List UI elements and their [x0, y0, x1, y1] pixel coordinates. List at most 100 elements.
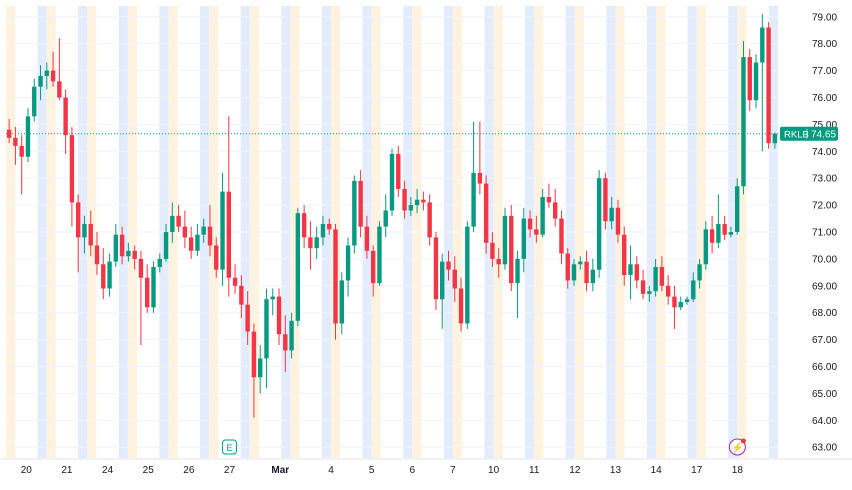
- candle-body: [496, 258, 501, 265]
- candle-body: [527, 218, 533, 230]
- candle-body: [427, 202, 432, 238]
- candle-body: [665, 285, 671, 297]
- candle-body: [151, 266, 156, 308]
- candle-body: [214, 245, 219, 270]
- candle-body: [452, 269, 457, 289]
- candle-body: [596, 178, 602, 270]
- candle-body: [182, 226, 188, 238]
- candle-body: [622, 234, 627, 276]
- time-tick-label: 27: [224, 465, 236, 476]
- candle-body: [320, 223, 326, 238]
- time-tick-label: 10: [488, 465, 500, 476]
- candle-body: [609, 207, 614, 222]
- candle-body: [101, 264, 106, 289]
- candle-body: [615, 207, 621, 235]
- candle-body: [201, 226, 206, 235]
- time-tick-label: 14: [651, 465, 663, 476]
- price-tick-label: 78.00: [812, 39, 837, 50]
- candle-body: [421, 199, 426, 203]
- price-tick-label: 69.00: [812, 281, 837, 292]
- candle-body: [408, 205, 414, 211]
- candle-body: [590, 269, 596, 284]
- candle-body: [257, 358, 263, 378]
- candle-body: [559, 218, 564, 254]
- candle-body: [195, 234, 200, 251]
- candle-body: [6, 129, 12, 138]
- candle-body: [458, 288, 464, 324]
- candle-body: [741, 57, 746, 187]
- time-tick-label: 4: [328, 465, 334, 476]
- candle-body: [760, 27, 765, 63]
- candle-body: [634, 264, 639, 281]
- price-tick-label: 71.00: [812, 228, 837, 239]
- price-tick-label: 75.00: [812, 120, 837, 131]
- candle-body: [772, 133, 778, 144]
- candle-body: [647, 291, 652, 294]
- candle-body: [483, 183, 489, 243]
- candle-body: [295, 213, 301, 321]
- candle-body: [678, 301, 683, 308]
- candle-body: [69, 135, 75, 203]
- price-tick-label: 63.00: [812, 443, 837, 454]
- candle-body: [207, 226, 213, 246]
- time-tick-label: 12: [569, 465, 581, 476]
- time-axis[interactable]: 20 21 24 25 26 27 Mar 4 5 6 7 10 11 12 13 14 17 18: [0, 458, 852, 476]
- candle-body: [691, 280, 696, 300]
- candle-body: [477, 172, 483, 184]
- candle-body: [239, 285, 244, 305]
- time-tick-label: 6: [410, 465, 416, 476]
- candle-body: [57, 81, 62, 98]
- candle-body: [672, 296, 677, 308]
- candle-body: [308, 237, 313, 249]
- candle-body: [728, 232, 734, 235]
- candle-body: [245, 304, 250, 332]
- candle-body: [75, 202, 81, 238]
- event-badge: [728, 438, 746, 456]
- candle-body: [383, 210, 388, 227]
- earnings-badge-label: E: [226, 443, 232, 453]
- price-tick-label: 73.00: [812, 174, 837, 185]
- candle-body: [44, 70, 49, 76]
- candle-body: [270, 296, 275, 300]
- candle-body: [377, 226, 382, 284]
- candle-body: [402, 188, 407, 211]
- time-tick-label: 5: [369, 465, 375, 476]
- price-axis[interactable]: 63.00 64.00 65.00 66.00 67.00 68.00 69.00 70.00…: [812, 12, 837, 453]
- candle-body: [176, 215, 181, 227]
- candle-body: [352, 180, 357, 246]
- candle-body: [138, 258, 144, 278]
- candle-body: [163, 232, 169, 259]
- candle-body: [113, 234, 119, 262]
- candle-body: [301, 213, 307, 238]
- candle-body: [251, 331, 257, 378]
- last-price-label: RKLB 74.65: [780, 126, 838, 141]
- candle-body: [170, 215, 175, 232]
- price-tick-label: 66.00: [812, 362, 837, 373]
- price-tick-label: 77.00: [812, 66, 837, 77]
- price-tick-label: 65.00: [812, 389, 837, 400]
- candle-body: [283, 334, 288, 351]
- time-tick-label: 26: [183, 465, 195, 476]
- candle-body: [132, 250, 137, 259]
- candle-body: [345, 245, 351, 281]
- candle-body: [697, 264, 702, 281]
- last-price-tag: [780, 126, 838, 141]
- event-markers: E ⚡: [221, 438, 746, 456]
- last-price-value: 74.65: [811, 129, 836, 140]
- candle-body: [565, 253, 570, 281]
- candle-body: [446, 261, 451, 270]
- candle-body: [145, 277, 150, 308]
- candle-body: [571, 264, 577, 281]
- earnings-badge: [221, 439, 237, 455]
- candle-body: [521, 218, 527, 259]
- candle-body: [440, 261, 445, 300]
- candle-body: [32, 86, 37, 117]
- candle-body: [157, 258, 162, 267]
- lightning-icon: ⚡: [731, 441, 743, 454]
- candle-body: [188, 237, 194, 251]
- candle-body: [226, 191, 232, 278]
- candle-body: [753, 62, 759, 101]
- candle-body: [13, 137, 18, 146]
